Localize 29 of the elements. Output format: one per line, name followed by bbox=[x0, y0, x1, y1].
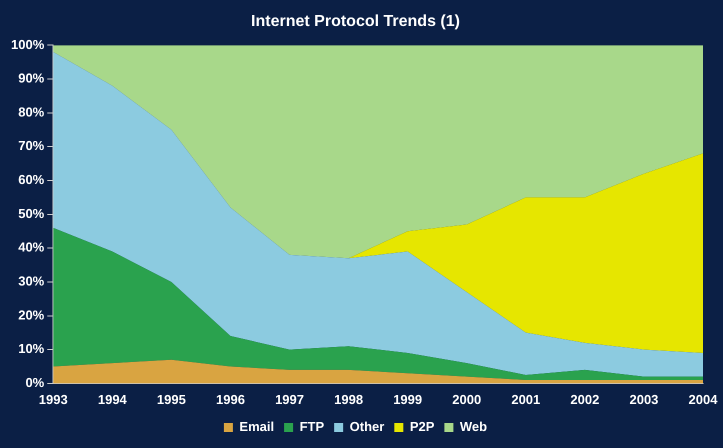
y-tick-label: 20% bbox=[18, 307, 45, 322]
x-tick-label: 1998 bbox=[334, 392, 364, 407]
x-tick-label: 1999 bbox=[393, 392, 422, 407]
x-tick-label: 1996 bbox=[216, 392, 245, 407]
y-tick-label: 90% bbox=[18, 70, 45, 86]
y-tick-label: 100% bbox=[11, 36, 45, 52]
legend-label: Other bbox=[350, 419, 384, 434]
legend-label: FTP bbox=[300, 419, 324, 434]
y-tick-label: 70% bbox=[18, 138, 45, 154]
y-tick-label: 0% bbox=[25, 374, 45, 390]
x-tick-label: 2003 bbox=[629, 392, 658, 407]
x-tick-label: 1994 bbox=[98, 392, 128, 407]
chart-title: Internet Protocol Trends (1) bbox=[251, 13, 460, 30]
x-tick-label: 2000 bbox=[452, 392, 482, 407]
y-tick-label: 60% bbox=[18, 172, 45, 188]
legend-label: Web bbox=[460, 419, 488, 434]
y-tick-label: 50% bbox=[18, 206, 45, 221]
y-tick-label: 80% bbox=[18, 104, 45, 120]
y-tick-label: 10% bbox=[18, 341, 45, 356]
legend-label: Email bbox=[239, 419, 274, 434]
y-tick-label: 30% bbox=[18, 274, 45, 289]
x-tick-label: 1993 bbox=[38, 392, 68, 407]
x-tick-label: 2001 bbox=[511, 392, 540, 407]
legend-label: P2P bbox=[410, 419, 435, 434]
y-tick-label: 40% bbox=[18, 240, 45, 255]
x-tick-label: 2004 bbox=[688, 392, 718, 407]
x-tick-label: 2002 bbox=[570, 392, 600, 407]
x-tick-label: 1997 bbox=[275, 392, 304, 407]
x-tick-label: 1995 bbox=[156, 392, 186, 407]
